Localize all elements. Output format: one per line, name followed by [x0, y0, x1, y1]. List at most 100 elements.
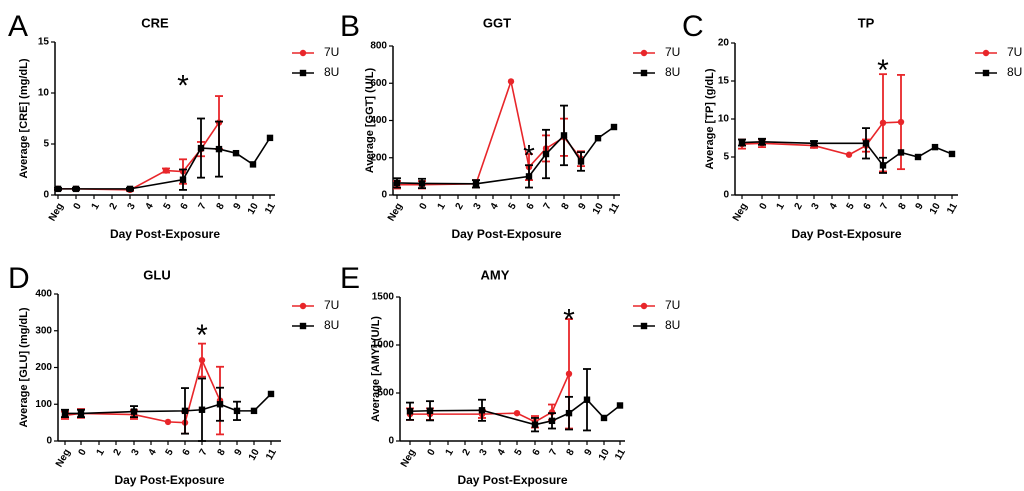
significance-asterisk: *: [877, 54, 889, 87]
legend-label: 8U: [665, 65, 680, 79]
legend-label: 8U: [324, 318, 339, 332]
series-8u: [738, 127, 956, 174]
legend-label: 7U: [665, 45, 680, 59]
y-tick-label: 1000: [372, 340, 395, 351]
y-axis-label: Average [AMY] (U/L): [370, 316, 382, 422]
panel-letter: A: [8, 10, 28, 43]
x-tick-label: 9: [583, 447, 596, 458]
y-tick-label: 400: [370, 115, 387, 126]
y-tick-label: 100: [35, 399, 52, 410]
y-tick-label: 500: [377, 388, 394, 399]
data-point: [513, 409, 521, 417]
x-tick-label: 0: [72, 201, 85, 212]
y-axis-label: Average [CRE] (mg/dL): [18, 58, 30, 178]
data-point: [198, 356, 206, 364]
legend-marker: [640, 302, 648, 310]
legend-label: 7U: [665, 298, 680, 312]
x-tick-label: 6: [531, 447, 544, 458]
x-tick-label: 3: [130, 447, 143, 458]
data-point: [418, 180, 426, 187]
data-point: [542, 150, 550, 158]
data-point: [845, 151, 853, 158]
y-tick-label: 400: [35, 289, 52, 300]
data-point: [233, 407, 241, 415]
x-tick-label: 4: [828, 201, 841, 212]
series-7u: [738, 73, 905, 173]
chart-title: TP: [858, 15, 875, 30]
y-tick-label: 0: [46, 436, 52, 447]
significance-asterisk: *: [177, 70, 189, 103]
data-point: [594, 134, 602, 142]
chart-title: GLU: [143, 267, 170, 282]
significance-asterisk: *: [523, 139, 535, 172]
series-line: [58, 122, 220, 191]
x-tick-label: 2: [108, 201, 121, 212]
x-tick-label: 1: [436, 201, 449, 212]
x-tick-label: 4: [489, 201, 502, 212]
x-tick-label: 7: [548, 447, 561, 458]
significance-asterisk: *: [196, 319, 208, 352]
legend-label: 7U: [324, 45, 339, 59]
data-point: [560, 132, 568, 139]
y-tick-label: 300: [35, 325, 52, 336]
x-tick-label: 9: [232, 201, 245, 212]
x-tick-label: 8: [215, 201, 228, 212]
data-point: [810, 140, 818, 147]
x-tick-label: 3: [478, 447, 491, 458]
y-axis-label: Average [GLU] (mg/dL): [18, 307, 30, 427]
y-tick-label: 0: [381, 190, 387, 201]
data-point: [577, 158, 585, 165]
data-point: [548, 417, 556, 425]
x-tick-label: 4: [144, 201, 157, 212]
series-7u: [393, 78, 585, 190]
data-point: [215, 145, 223, 153]
legend-marker: [299, 49, 307, 57]
y-tick-label: 200: [370, 152, 387, 163]
x-tick-label: 2: [454, 201, 467, 212]
legend-marker: [640, 322, 648, 330]
data-point: [583, 396, 591, 403]
legend-label: 8U: [324, 65, 339, 79]
x-tick-label: 4: [496, 447, 509, 458]
y-tick-label: 1500: [372, 292, 395, 303]
legend-label: 7U: [324, 298, 339, 312]
data-point: [897, 149, 905, 156]
x-axis-label: Day Post-Exposure: [457, 473, 567, 487]
x-tick-label: 8: [565, 447, 578, 458]
data-point: [232, 149, 240, 157]
data-point: [758, 138, 766, 145]
data-point: [61, 410, 69, 417]
y-tick-label: 0: [388, 436, 394, 447]
data-point: [181, 407, 189, 415]
legend-marker: [299, 302, 307, 310]
data-point: [426, 407, 434, 414]
y-tick-label: 15: [38, 37, 50, 48]
data-point: [126, 185, 134, 193]
x-tick-label: 1: [95, 447, 108, 458]
data-point: [179, 176, 187, 183]
series-8u: [406, 368, 624, 433]
data-point: [267, 390, 275, 398]
x-tick-label: 0: [426, 447, 439, 458]
y-tick-label: 0: [723, 190, 729, 201]
x-tick-label: 9: [914, 201, 927, 212]
x-tick-label: 10: [247, 447, 262, 463]
x-tick-label: 2: [112, 447, 125, 458]
x-tick-label: 0: [418, 201, 431, 212]
legend-marker: [299, 322, 307, 330]
x-tick-label: 3: [472, 201, 485, 212]
x-tick-label: 2: [461, 447, 474, 458]
x-tick-label: 9: [233, 447, 246, 458]
y-tick-label: 10: [38, 88, 50, 99]
series-7u: [61, 342, 224, 436]
x-tick-label: 9: [577, 201, 590, 212]
data-point: [77, 410, 85, 417]
x-tick-label: 5: [507, 201, 520, 212]
